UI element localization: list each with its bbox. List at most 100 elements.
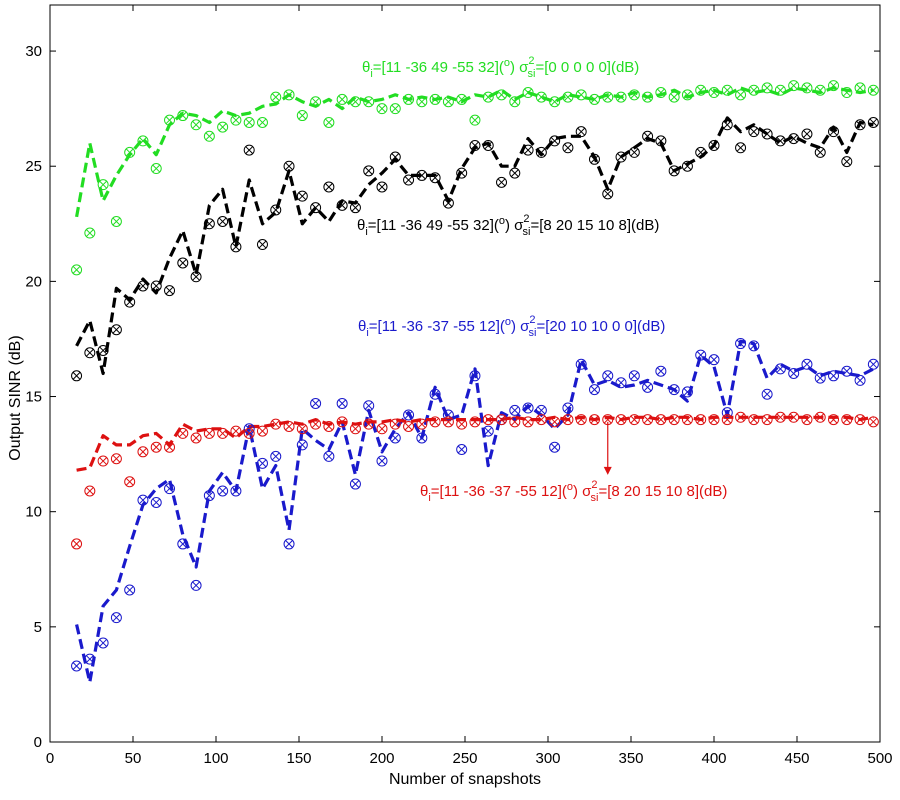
marker-cross (271, 420, 280, 429)
marker-circle (349, 423, 361, 435)
marker-circle (456, 167, 468, 179)
marker-cross (258, 459, 267, 468)
marker-cross (537, 148, 546, 157)
marker-blue (655, 365, 667, 377)
marker-circle (549, 96, 561, 108)
marker-circle (668, 91, 680, 103)
marker-circle (363, 96, 375, 108)
marker-circle (150, 496, 162, 508)
marker-cross (484, 93, 493, 102)
marker-cross (218, 429, 227, 438)
marker-cross (271, 93, 280, 102)
marker-cross (842, 367, 851, 376)
annotation-part: i (365, 226, 367, 238)
marker-cross (72, 662, 81, 670)
marker-circle (270, 91, 282, 103)
marker-green (389, 103, 401, 115)
marker-cross (85, 655, 94, 663)
marker-circle (110, 324, 122, 336)
marker-red (549, 416, 561, 428)
marker-cross (165, 286, 174, 295)
marker-circle (230, 241, 242, 253)
marker-black (310, 202, 322, 214)
marker-blue (522, 402, 534, 414)
marker-circle (323, 116, 335, 128)
axes (49, 4, 881, 743)
marker-circle (389, 418, 401, 430)
marker-circle (828, 80, 840, 92)
annotation-part: θ (420, 483, 428, 500)
marker-circle (190, 271, 202, 283)
marker-green (84, 227, 96, 239)
marker-circle (628, 89, 640, 101)
marker-cross (192, 272, 200, 281)
marker-circle (496, 414, 508, 426)
marker-cross (763, 415, 772, 424)
marker-red (270, 418, 282, 430)
marker-cross (351, 203, 360, 212)
marker-circle (190, 119, 202, 131)
annotation-part: =[11 -36 -37 -55 12]( (369, 318, 505, 335)
marker-circle (681, 89, 693, 101)
annotation-part: 2 (529, 314, 535, 326)
marker-cross (165, 443, 174, 452)
marker-circle (549, 416, 561, 428)
marker-black (124, 296, 136, 308)
marker-cross (165, 484, 174, 493)
annotation-part: ) σ (573, 483, 592, 500)
marker-green (190, 119, 202, 131)
marker-circle (854, 374, 866, 386)
marker-red (403, 420, 415, 432)
marker-circle (788, 80, 800, 92)
marker-cross (524, 88, 532, 97)
marker-blue (668, 384, 680, 396)
marker-circle (177, 257, 189, 269)
marker-green (562, 91, 574, 103)
marker-red (97, 455, 109, 467)
marker-circle (84, 227, 96, 239)
marker-red (482, 414, 494, 426)
marker-cross (152, 498, 161, 507)
marker-cross (869, 86, 878, 95)
marker-circle (774, 363, 786, 375)
marker-black (97, 344, 109, 356)
marker-circle (71, 538, 83, 550)
marker-circle (283, 420, 295, 432)
annotation-part: θ (362, 59, 370, 76)
marker-black (562, 142, 574, 154)
marker-circle (150, 280, 162, 292)
marker-circle (575, 414, 587, 426)
marker-red (668, 414, 680, 426)
marker-circle (256, 239, 268, 251)
marker-cross (484, 427, 493, 435)
marker-cross (683, 162, 692, 171)
marker-circle (522, 144, 534, 156)
marker-black (71, 370, 83, 382)
marker-cross (72, 265, 81, 274)
marker-cross (816, 374, 825, 382)
marker-black (177, 257, 189, 269)
annotation-part: =[8 20 15 10 8](dB) (530, 217, 659, 234)
marker-circle (509, 416, 521, 428)
marker-circle (256, 457, 268, 469)
marker-blue (137, 494, 149, 506)
marker-red (442, 416, 454, 428)
marker-black (814, 146, 826, 158)
marker-green (97, 179, 109, 191)
marker-black (841, 156, 853, 168)
marker-circle (310, 202, 322, 214)
marker-cross (869, 118, 878, 127)
marker-green (469, 114, 481, 126)
marker-blue (310, 397, 322, 409)
marker-circle (642, 381, 654, 393)
marker-circle (854, 414, 866, 426)
marker-blue (602, 370, 614, 382)
marker-green (482, 91, 494, 103)
marker-cross (139, 447, 147, 456)
marker-cross (816, 413, 825, 422)
marker-cross (537, 93, 546, 102)
marker-cross (471, 371, 479, 380)
series-line-black (75, 116, 874, 376)
annotation-arrow-head (603, 466, 612, 475)
x-tick-label: 100 (203, 750, 228, 767)
